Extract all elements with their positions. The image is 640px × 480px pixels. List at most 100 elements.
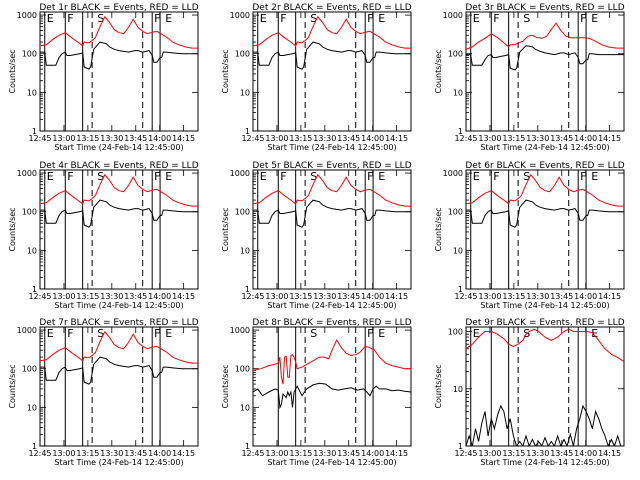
y-tick-label: 100	[22, 365, 37, 374]
series-line-lld	[466, 22, 624, 50]
x-tick-label: 13:30	[313, 292, 336, 301]
y-axis-label: Counts/sec	[221, 364, 230, 408]
y-tick-label: 10	[240, 88, 250, 97]
event-marker-label: F	[154, 12, 160, 25]
event-marker-label: F	[67, 12, 73, 25]
x-axis-label: Start Time (24-Feb-14 12:45:00)	[54, 143, 183, 152]
y-tick-label: 1	[458, 127, 463, 136]
x-tick-label: 14:00	[361, 134, 384, 143]
x-tick-label: 13:00	[478, 134, 501, 143]
x-axis-label: Start Time (24-Feb-14 12:45:00)	[480, 301, 609, 310]
x-tick-label: 14:15	[598, 134, 621, 143]
panel-title: Det 9r BLACK = Events, RED = LLD	[465, 318, 624, 328]
event-marker-label: E	[47, 12, 54, 25]
x-tick-label: 14:15	[598, 292, 621, 301]
series-line-events	[40, 356, 198, 385]
y-tick-label: 100	[235, 365, 250, 374]
x-tick-label: 13:45	[550, 292, 573, 301]
series-line-events	[253, 41, 411, 70]
event-marker-label: F	[67, 327, 73, 340]
x-tick-label: 12:45	[241, 292, 264, 301]
x-tick-label: 14:00	[361, 449, 384, 458]
x-tick-label: 13:15	[76, 449, 99, 458]
event-marker-label: E	[591, 327, 598, 340]
panel-title: Det 2r BLACK = Events, RED = LLD	[252, 3, 411, 13]
y-tick-label: 100	[448, 208, 463, 217]
x-tick-label: 13:30	[313, 134, 336, 143]
x-tick-label: 13:00	[52, 449, 75, 458]
event-marker-label: E	[591, 12, 598, 25]
event-marker-label: E	[165, 12, 172, 25]
plot-frame	[465, 11, 625, 132]
plot-frame	[252, 11, 412, 132]
y-tick-label: 10	[453, 88, 463, 97]
y-tick-label: 10	[27, 246, 37, 255]
y-tick-label: 1	[458, 442, 463, 451]
y-tick-label: 100	[235, 50, 250, 59]
event-marker-label: F	[67, 170, 73, 183]
x-tick-label: 13:00	[478, 449, 501, 458]
event-marker-label: E	[47, 170, 54, 183]
event-marker-label: E	[260, 170, 267, 183]
x-tick-label: 13:15	[289, 134, 312, 143]
y-tick-label: 1	[32, 285, 37, 294]
y-tick-label: 1000	[17, 169, 37, 178]
y-axis-label: Counts/sec	[434, 364, 443, 408]
y-tick-label: 1000	[17, 11, 37, 20]
x-tick-label: 12:45	[28, 449, 51, 458]
x-tick-label: 14:15	[385, 134, 408, 143]
x-tick-label: 14:15	[172, 134, 195, 143]
x-tick-label: 13:15	[502, 134, 525, 143]
y-tick-label: 1000	[230, 169, 250, 178]
x-tick-label: 14:15	[598, 449, 621, 458]
plot-frame	[252, 326, 412, 447]
x-tick-label: 14:15	[172, 292, 195, 301]
x-tick-label: 13:15	[502, 292, 525, 301]
y-tick-label: 10	[453, 385, 463, 394]
x-tick-label: 13:15	[289, 292, 312, 301]
x-tick-label: 13:30	[313, 449, 336, 458]
event-marker-label: F	[154, 327, 160, 340]
y-axis-label: Counts/sec	[221, 207, 230, 251]
event-marker-label: E	[473, 327, 480, 340]
event-marker-label: F	[493, 170, 499, 183]
series-line-events	[40, 41, 198, 70]
x-axis-label: Start Time (24-Feb-14 12:45:00)	[267, 301, 396, 310]
x-tick-label: 14:15	[385, 449, 408, 458]
x-tick-label: 14:00	[148, 449, 171, 458]
x-tick-label: 12:45	[454, 449, 477, 458]
x-tick-label: 13:15	[289, 449, 312, 458]
x-tick-label: 12:45	[454, 134, 477, 143]
x-tick-label: 12:45	[454, 292, 477, 301]
x-tick-label: 13:30	[526, 449, 549, 458]
x-tick-label: 13:15	[76, 134, 99, 143]
series-line-lld	[40, 173, 198, 207]
event-marker-label: E	[260, 12, 267, 25]
event-marker-label: E	[473, 12, 480, 25]
x-axis-label: Start Time (24-Feb-14 12:45:00)	[267, 143, 396, 152]
event-marker-label: S	[97, 12, 104, 25]
y-tick-label: 100	[235, 208, 250, 217]
y-tick-label: 10	[27, 403, 37, 412]
event-marker-label: E	[378, 170, 385, 183]
event-marker-label: F	[280, 170, 286, 183]
x-tick-label: 12:45	[241, 134, 264, 143]
x-axis-label: Start Time (24-Feb-14 12:45:00)	[480, 458, 609, 467]
event-marker-label: S	[310, 12, 317, 25]
x-tick-label: 13:45	[337, 292, 360, 301]
x-tick-label: 13:45	[124, 449, 147, 458]
event-marker-label: E	[473, 170, 480, 183]
event-marker-label: E	[165, 327, 172, 340]
x-tick-label: 12:45	[28, 292, 51, 301]
panel-8: Det 8r BLACK = Events, RED = LLD 1 10 100 10…	[221, 318, 412, 467]
y-tick-label: 100	[22, 208, 37, 217]
panel-9: Det 9r BLACK = Events, RED = LLD 1 10 100 12…	[434, 318, 625, 467]
series-line-lld	[466, 173, 624, 207]
x-axis-label: Start Time (24-Feb-14 12:45:00)	[480, 143, 609, 152]
event-marker-label: E	[378, 327, 385, 340]
x-tick-label: 13:00	[265, 134, 288, 143]
event-marker-label: S	[97, 170, 104, 183]
y-tick-label: 10	[240, 403, 250, 412]
y-tick-label: 1000	[443, 169, 463, 178]
y-axis-label: Counts/sec	[8, 207, 17, 251]
